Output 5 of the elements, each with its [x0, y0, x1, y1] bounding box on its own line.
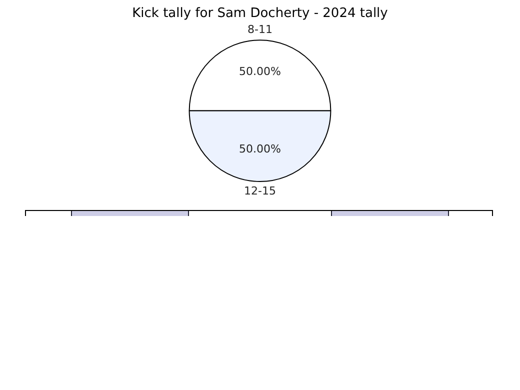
- slice-label: 8-11: [248, 22, 272, 36]
- data-label: 50.00%: [239, 64, 281, 78]
- slice-label: 12-15: [244, 184, 276, 198]
- data-label: 50.00%: [239, 142, 281, 156]
- chart-title: Kick tally for Sam Docherty - 2024 tally: [132, 6, 388, 22]
